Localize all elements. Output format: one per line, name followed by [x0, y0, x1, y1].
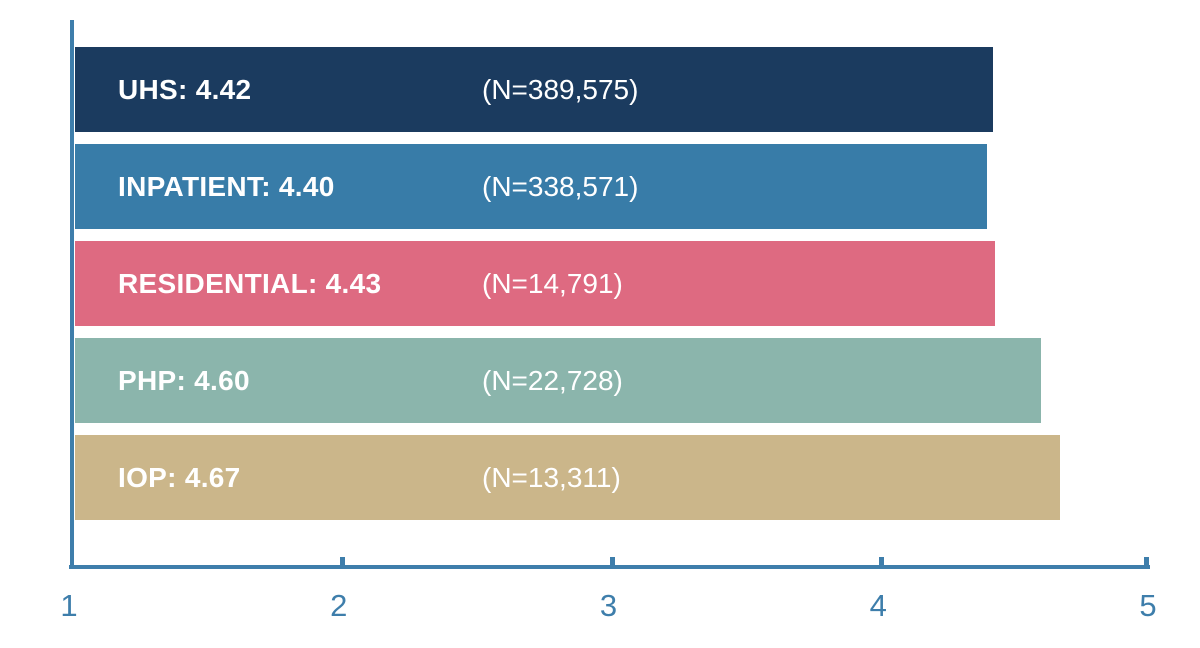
bar-uhs: UHS: 4.42 (N=389,575) [75, 47, 993, 132]
bar-n-label: (N=14,791) [482, 267, 623, 299]
bar-n-label: (N=389,575) [482, 73, 639, 105]
bar-n-label: (N=13,311) [482, 461, 621, 493]
x-axis-tick-5 [1144, 557, 1149, 569]
x-axis-tick-label-3: 3 [599, 588, 618, 623]
bar-value-label: INPATIENT: 4.40 [118, 170, 335, 202]
x-axis-tick-4 [879, 557, 885, 569]
bar-value-label: UHS: 4.42 [118, 73, 252, 105]
bar-value-label: IOP: 4.67 [118, 461, 241, 493]
bar-value-label: PHP: 4.60 [118, 364, 250, 396]
bar-php: PHP: 4.60 (N=22,728) [75, 338, 1042, 423]
x-axis-tick-label-2: 2 [330, 588, 348, 623]
x-axis-tick-label-1: 1 [60, 588, 78, 623]
x-axis-tick-label-5: 5 [1139, 588, 1157, 623]
bar-n-label: (N=338,571) [482, 170, 639, 202]
y-axis-line [70, 20, 74, 569]
bar-value-label: RESIDENTIAL: 4.43 [118, 267, 382, 299]
bar-residential: RESIDENTIAL: 4.43 (N=14,791) [75, 241, 996, 326]
x-axis-tick-3 [609, 557, 615, 569]
bar-iop: IOP: 4.67 (N=13,311) [75, 435, 1060, 520]
x-axis-tick-2 [339, 557, 345, 569]
bar-n-label: (N=22,728) [482, 364, 623, 396]
bar-inpatient: INPATIENT: 4.40 (N=338,571) [75, 144, 988, 229]
x-axis-tick-label-4: 4 [869, 588, 887, 623]
